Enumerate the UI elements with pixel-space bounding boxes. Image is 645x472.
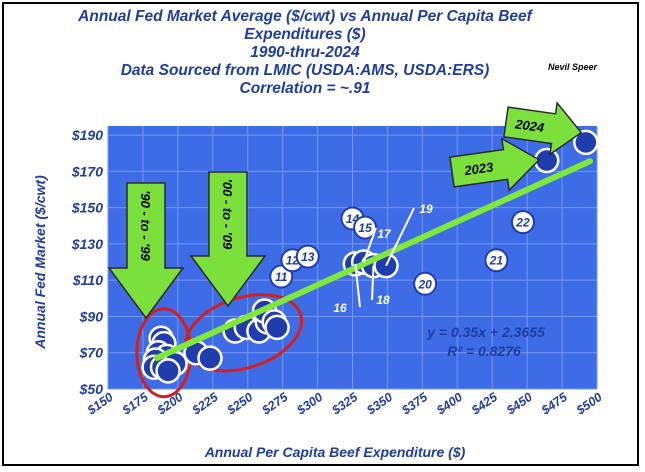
data-point-label: 22 — [515, 216, 530, 230]
leader-point-label: 16 — [333, 301, 347, 315]
data-point — [484, 248, 509, 273]
data-point — [413, 271, 438, 296]
x-tick-label: $375 — [398, 389, 430, 418]
y-tick-label: $130 — [71, 236, 103, 252]
y-tick-label: $170 — [71, 163, 103, 179]
arrow-1990s-label: '90 - to - '99 — [138, 190, 153, 261]
data-point-label: 21 — [489, 254, 504, 268]
leader-point-label: 19 — [419, 202, 433, 216]
x-tick-label: $325 — [329, 389, 361, 418]
leader-line — [354, 263, 361, 308]
x-tick-label: $475 — [538, 389, 570, 418]
x-tick-label: $350 — [364, 390, 396, 418]
leader-point-label: 18 — [376, 293, 390, 307]
arrow-2000s-label: '00 - to - '09 — [220, 179, 235, 250]
arrow-2023-label: 2023 — [462, 159, 494, 178]
trend-equation: y = 0.35x + 2.3655 — [426, 324, 545, 340]
data-point — [510, 210, 535, 235]
point-leader-lines: 16 17 18 19 — [333, 202, 433, 315]
x-axis-ticks: $150 $175 $200 $225 $250 $275 $300 $325 $350 $375… — [84, 389, 605, 418]
data-point — [264, 314, 290, 341]
data-point-label: 15 — [358, 221, 372, 235]
data-point — [269, 264, 294, 289]
x-tick-label: $250 — [224, 390, 256, 418]
y-tick-label: $90 — [79, 308, 104, 324]
leader-line — [362, 227, 377, 263]
y-tick-label: $150 — [71, 200, 103, 216]
x-tick-label: $450 — [503, 390, 535, 418]
callout-arrows: '90 - to - '99 '00 - to - '09 2023 2024 — [107, 101, 583, 320]
r-squared-label: R² = 0.8276 — [447, 343, 521, 359]
y-axis-label: Annual Fed Market ($/cwt) — [32, 175, 48, 350]
chart-subtitle-years: 1990-thru-2024 — [250, 44, 360, 61]
arrow-2023-shape — [449, 137, 541, 192]
arrow-2024: 2024 — [503, 101, 583, 157]
y-tick-label: $110 — [72, 272, 103, 288]
chart-subtitle-correlation: Correlation = ~.91 — [239, 80, 371, 97]
y-tick-label: $190 — [71, 127, 103, 143]
y-axis-ticks: $50 $70 $90 $110 $130 $150 $170 $190 — [71, 127, 103, 397]
trend-line — [153, 158, 594, 361]
leader-line — [385, 207, 415, 267]
x-tick-label: $500 — [573, 390, 605, 418]
data-point — [155, 358, 181, 384]
data-point — [573, 129, 599, 156]
arrow-2023: 2023 — [449, 137, 541, 192]
leader-point-label: 17 — [377, 227, 392, 241]
arrow-2024-shape — [503, 101, 583, 157]
x-tick-label: $175 — [119, 389, 151, 418]
arrow-1990s: '90 - to - '99 — [107, 182, 185, 320]
x-tick-label: $275 — [259, 389, 291, 418]
arrow-2024-label: 2024 — [513, 116, 545, 135]
chart-title-line-1: Annual Fed Market Average ($/cwt) vs Ann… — [78, 8, 532, 25]
x-tick-label: $400 — [433, 390, 465, 418]
data-point — [197, 345, 223, 371]
chart-title-line-2: Expenditures ($) — [244, 26, 366, 43]
x-tick-label: $300 — [294, 390, 326, 418]
author-credit: Nevil Speer — [548, 62, 598, 72]
data-point — [295, 244, 320, 269]
data-point-label: 20 — [417, 277, 432, 291]
arrow-2000s-shape — [189, 171, 267, 308]
y-tick-label: $50 — [79, 381, 104, 397]
chart-subtitle-source: Data Sourced from LMIC (USDA:AMS, USDA:E… — [120, 62, 490, 79]
data-point — [353, 215, 378, 240]
arrow-2000s: '00 - to - '09 — [189, 171, 267, 308]
leader-line — [371, 265, 375, 301]
x-axis-label: Annual Per Capita Beef Expenditure ($) — [204, 444, 466, 460]
arrow-1990s-shape — [107, 182, 185, 320]
x-tick-label: $225 — [189, 389, 221, 418]
y-tick-label: $70 — [79, 345, 104, 361]
data-point-label: 13 — [301, 250, 315, 264]
data-point-label: 11 — [275, 270, 288, 284]
x-tick-label: $425 — [468, 389, 500, 418]
